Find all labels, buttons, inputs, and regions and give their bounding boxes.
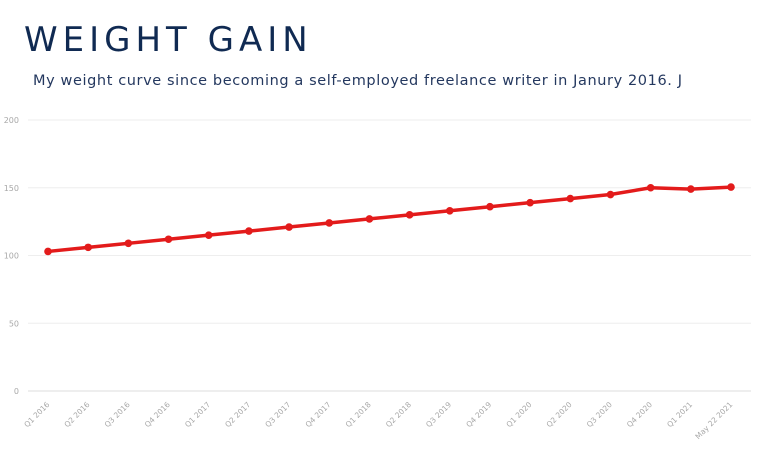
x-tick-label: Q1 2021 [665, 400, 694, 429]
data-point [84, 243, 92, 252]
data-point [325, 219, 334, 227]
series-line [46, 185, 733, 254]
data-point [646, 183, 655, 192]
y-tick-label: 200 [4, 116, 19, 125]
x-tick-label: Q2 2016 [62, 400, 91, 429]
data-point [606, 190, 615, 199]
y-tick-label: 50 [9, 319, 19, 328]
x-axis-tick-labels: Q1 2016 Q2 2016 Q3 2016 Q4 2016 Q1 2017 Q2 20… [22, 400, 734, 441]
data-point [526, 198, 534, 207]
y-tick-label: 100 [4, 252, 19, 261]
x-tick-label: Q3 2016 [103, 400, 132, 429]
data-point [44, 247, 52, 256]
data-point [365, 215, 374, 223]
x-tick-label: Q2 2020 [545, 400, 574, 429]
data-point [245, 227, 253, 235]
x-tick-label: Q2 2017 [223, 400, 252, 429]
x-tick-label: May 22 2021 [693, 400, 734, 441]
data-point [124, 239, 133, 248]
x-tick-label: Q4 2017 [304, 400, 333, 429]
x-tick-label: Q1 2017 [183, 400, 212, 429]
data-point [285, 223, 293, 231]
data-point [687, 185, 695, 193]
data-point [566, 194, 575, 203]
chart-subtitle: My weight curve since becoming a self-em… [33, 73, 683, 89]
y-axis-tick-labels: 0 50 100 150 200 [4, 116, 19, 396]
x-tick-label: Q3 2020 [585, 400, 614, 429]
data-point [164, 235, 173, 244]
y-tick-label: 0 [14, 387, 19, 396]
data-point [405, 211, 414, 219]
x-tick-label: Q4 2020 [625, 400, 654, 429]
data-point [727, 183, 735, 191]
x-tick-label: Q1 2020 [504, 400, 533, 429]
grid-lines [28, 119, 751, 392]
data-point [204, 231, 213, 239]
series-weight [44, 183, 735, 256]
x-tick-label: Q1 2016 [22, 400, 51, 429]
x-tick-label: Q1 2018 [344, 400, 373, 429]
x-tick-label: Q4 2016 [143, 400, 172, 429]
data-point [486, 202, 494, 211]
x-tick-label: Q3 2019 [424, 400, 453, 429]
x-tick-label: Q3 2017 [263, 400, 292, 429]
x-tick-label: Q4 2019 [464, 400, 493, 429]
y-tick-label: 150 [4, 184, 19, 193]
x-tick-label: Q2 2018 [384, 400, 413, 429]
data-point [445, 206, 454, 215]
chart-title: WEIGHT GAIN [24, 20, 313, 60]
